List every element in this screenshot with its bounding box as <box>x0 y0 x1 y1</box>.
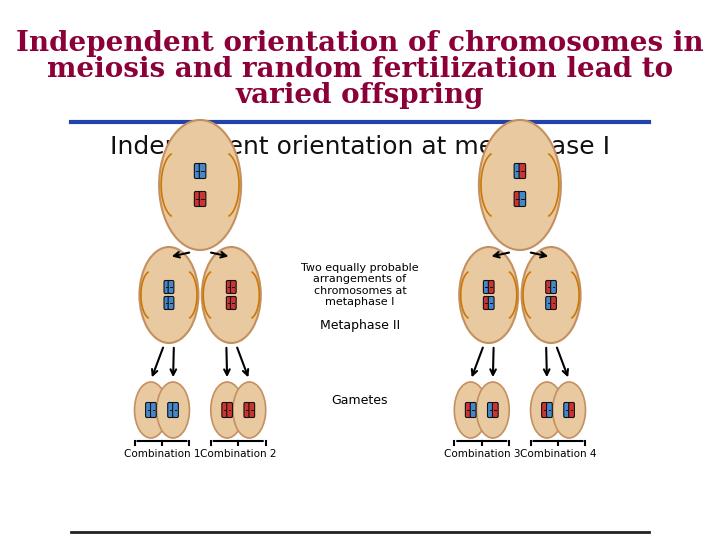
Text: Possibility B: Possibility B <box>487 145 553 155</box>
FancyBboxPatch shape <box>470 402 476 417</box>
FancyBboxPatch shape <box>194 192 201 206</box>
FancyBboxPatch shape <box>483 280 489 294</box>
Ellipse shape <box>459 247 518 343</box>
FancyBboxPatch shape <box>222 402 228 417</box>
Text: meiosis and random fertilization lead to: meiosis and random fertilization lead to <box>47 56 673 83</box>
FancyBboxPatch shape <box>173 402 179 417</box>
FancyBboxPatch shape <box>249 402 255 417</box>
FancyBboxPatch shape <box>199 192 206 206</box>
FancyBboxPatch shape <box>551 296 557 309</box>
FancyBboxPatch shape <box>168 402 174 417</box>
Ellipse shape <box>531 382 563 438</box>
Text: varied offspring: varied offspring <box>235 82 485 109</box>
FancyBboxPatch shape <box>488 280 494 294</box>
FancyBboxPatch shape <box>483 296 489 309</box>
FancyBboxPatch shape <box>230 280 236 294</box>
Ellipse shape <box>140 247 199 343</box>
FancyBboxPatch shape <box>546 296 552 309</box>
Text: Combination 4: Combination 4 <box>520 449 596 459</box>
Text: Independent orientation at metaphase I: Independent orientation at metaphase I <box>110 135 610 159</box>
FancyBboxPatch shape <box>150 402 156 417</box>
FancyBboxPatch shape <box>230 296 236 309</box>
FancyBboxPatch shape <box>488 296 494 309</box>
FancyBboxPatch shape <box>145 402 151 417</box>
FancyBboxPatch shape <box>168 280 174 294</box>
FancyBboxPatch shape <box>244 402 250 417</box>
Ellipse shape <box>521 247 580 343</box>
Ellipse shape <box>454 382 487 438</box>
FancyBboxPatch shape <box>541 402 547 417</box>
FancyBboxPatch shape <box>564 402 570 417</box>
FancyBboxPatch shape <box>514 164 521 179</box>
Text: Independent orientation of chromosomes in: Independent orientation of chromosomes i… <box>16 30 704 57</box>
FancyBboxPatch shape <box>519 192 526 206</box>
FancyBboxPatch shape <box>227 402 233 417</box>
FancyBboxPatch shape <box>551 280 557 294</box>
Ellipse shape <box>479 120 561 250</box>
FancyBboxPatch shape <box>164 296 170 309</box>
Ellipse shape <box>477 382 509 438</box>
Text: Two equally probable
arrangements of
chromosomes at
metaphase I: Two equally probable arrangements of chr… <box>301 262 419 307</box>
FancyBboxPatch shape <box>546 402 552 417</box>
FancyBboxPatch shape <box>492 402 498 417</box>
FancyBboxPatch shape <box>546 280 552 294</box>
Ellipse shape <box>553 382 585 438</box>
Ellipse shape <box>211 382 243 438</box>
FancyBboxPatch shape <box>569 402 575 417</box>
FancyBboxPatch shape <box>226 280 232 294</box>
FancyBboxPatch shape <box>199 164 206 179</box>
FancyBboxPatch shape <box>487 402 493 417</box>
Text: Possibility A: Possibility A <box>167 145 233 155</box>
FancyBboxPatch shape <box>194 164 201 179</box>
Ellipse shape <box>135 382 167 438</box>
Text: Combination 1: Combination 1 <box>124 449 200 459</box>
FancyBboxPatch shape <box>168 296 174 309</box>
Text: Combination 2: Combination 2 <box>200 449 276 459</box>
FancyBboxPatch shape <box>164 280 170 294</box>
Text: Gametes: Gametes <box>332 394 388 407</box>
FancyBboxPatch shape <box>519 164 526 179</box>
Text: Combination 3: Combination 3 <box>444 449 520 459</box>
Ellipse shape <box>233 382 266 438</box>
FancyBboxPatch shape <box>514 192 521 206</box>
Ellipse shape <box>159 120 241 250</box>
FancyBboxPatch shape <box>226 296 232 309</box>
Ellipse shape <box>157 382 189 438</box>
Ellipse shape <box>202 247 261 343</box>
Text: Metaphase II: Metaphase II <box>320 319 400 332</box>
FancyBboxPatch shape <box>465 402 471 417</box>
